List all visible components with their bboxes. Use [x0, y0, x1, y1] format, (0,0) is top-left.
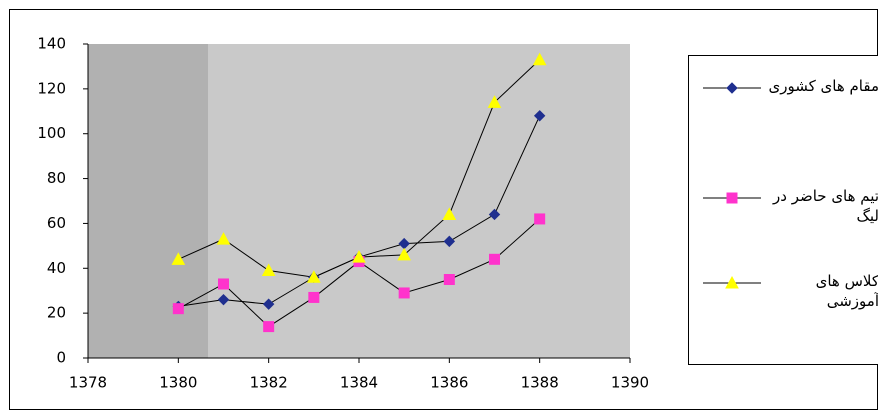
legend-label: تیم های حاضر در لیگ [767, 186, 878, 226]
y-tick-label: 40 [47, 259, 66, 277]
marker [535, 214, 545, 224]
legend-swatch [699, 188, 765, 208]
marker [444, 275, 454, 285]
legend-swatch [699, 78, 765, 98]
marker [173, 304, 183, 314]
plot-shade [88, 44, 208, 358]
y-tick-label: 20 [47, 304, 66, 322]
y-tick-label: 120 [37, 79, 66, 97]
legend-swatch [699, 273, 765, 293]
x-tick-label: 1388 [521, 374, 559, 392]
page: 0 20 40 60 80 100 120 140 1378 1380 1382 1384 1386 13… [0, 0, 878, 410]
x-tick-label: 1386 [430, 374, 468, 392]
x-tick-label: 1380 [159, 374, 197, 392]
y-tick-label: 140 [37, 35, 66, 53]
y-tick-label: 0 [56, 349, 66, 367]
marker [727, 193, 737, 203]
legend-label: کلاس های آموزشی [767, 271, 878, 311]
x-tick-label: 1384 [340, 374, 378, 392]
x-tick-label: 1378 [69, 374, 107, 392]
legend: مقام های کشوری تیم های حاضر در لیگ کلاس ها… [688, 55, 878, 365]
legend-entry: کلاس های آموزشی [689, 271, 878, 351]
marker [490, 254, 500, 264]
marker [219, 279, 229, 289]
y-tick-label: 100 [37, 124, 66, 142]
marker [727, 83, 737, 93]
marker [399, 288, 409, 298]
y-tick-label: 60 [47, 214, 66, 232]
x-tick-label: 1382 [250, 374, 288, 392]
legend-entry: مقام های کشوری [689, 76, 878, 156]
legend-entry: تیم های حاضر در لیگ [689, 186, 878, 266]
legend-label: مقام های کشوری [767, 76, 878, 96]
marker [264, 322, 274, 332]
y-tick-label: 80 [47, 169, 66, 187]
marker [309, 292, 319, 302]
x-tick-label: 1390 [611, 374, 649, 392]
